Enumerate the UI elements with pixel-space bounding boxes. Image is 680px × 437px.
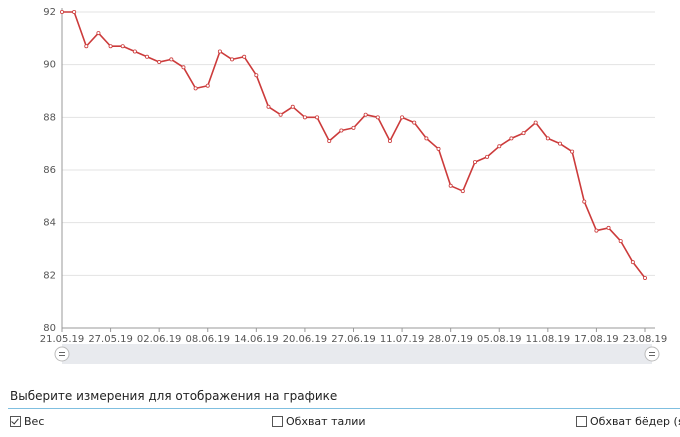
x-tick-label: 08.06.19 xyxy=(185,334,230,345)
x-tick-label: 20.06.19 xyxy=(283,334,328,345)
point xyxy=(424,136,429,141)
checkbox-option[interactable]: Обхват бёдер (ягод xyxy=(576,415,680,428)
checkbox[interactable] xyxy=(10,416,21,427)
point xyxy=(266,104,271,109)
point xyxy=(643,275,648,280)
point xyxy=(594,228,599,233)
x-tick-label: 14.06.19 xyxy=(234,334,279,345)
nav-handle[interactable] xyxy=(644,346,660,362)
point xyxy=(193,86,198,91)
point xyxy=(72,9,77,14)
y-tick-label: 84 xyxy=(43,218,56,229)
checkbox-option[interactable]: Обхват талии xyxy=(272,415,366,428)
checkbox-label: Обхват талии xyxy=(286,415,366,428)
navigator[interactable] xyxy=(62,344,652,364)
point xyxy=(375,115,380,120)
point xyxy=(327,139,332,144)
x-tick-label: 28.07.19 xyxy=(428,334,473,345)
point xyxy=(290,104,295,109)
point xyxy=(606,225,611,230)
x-tick-label: 11.08.19 xyxy=(526,334,571,345)
point xyxy=(60,9,65,14)
point xyxy=(521,131,526,136)
point xyxy=(545,136,550,141)
point xyxy=(84,44,89,49)
point xyxy=(278,112,283,117)
checkbox-label: Обхват бёдер (ягод xyxy=(590,415,680,428)
x-tick-label: 27.06.19 xyxy=(331,334,376,345)
point xyxy=(302,115,307,120)
y-tick-label: 92 xyxy=(43,7,56,18)
chart: 80 82 84 86 88 90 92 21.05.19 27.05.19 02.06.19 08… xyxy=(40,7,668,364)
point xyxy=(472,160,477,165)
point xyxy=(570,149,575,154)
point xyxy=(630,260,635,265)
point xyxy=(254,73,259,78)
checkbox-label: Вес xyxy=(24,415,45,428)
measurements-panel: Выберите измерения для отображения на гр… xyxy=(0,385,680,437)
y-tick-label: 88 xyxy=(43,112,56,123)
point xyxy=(108,44,113,49)
x-tick-label: 17.08.19 xyxy=(574,334,619,345)
x-tick-label: 27.05.19 xyxy=(88,334,133,345)
divider xyxy=(8,408,680,409)
point xyxy=(205,83,210,88)
point xyxy=(181,65,186,70)
point xyxy=(217,49,222,54)
y-tick-label: 82 xyxy=(43,270,56,281)
nav-handle[interactable] xyxy=(54,346,70,362)
point xyxy=(436,146,441,151)
line-series xyxy=(62,11,646,279)
point xyxy=(351,125,356,130)
point xyxy=(339,128,344,133)
checkbox-option[interactable]: Вес xyxy=(10,415,44,428)
point xyxy=(242,54,247,59)
point xyxy=(145,54,150,59)
point xyxy=(412,120,417,125)
point xyxy=(533,120,538,125)
checkbox[interactable] xyxy=(272,416,283,427)
point xyxy=(169,57,174,62)
y-tick-label: 90 xyxy=(43,60,56,71)
point xyxy=(400,115,405,120)
point xyxy=(509,136,514,141)
point xyxy=(363,112,368,117)
point xyxy=(157,60,162,65)
x-tick-label: 23.08.19 xyxy=(623,334,668,345)
point xyxy=(132,49,137,54)
point xyxy=(497,144,502,149)
y-tick-label: 80 xyxy=(43,323,56,334)
point xyxy=(582,199,587,204)
point xyxy=(485,154,490,159)
point xyxy=(557,141,562,146)
panel-title: Выберите измерения для отображения на гр… xyxy=(10,389,338,403)
point xyxy=(387,139,392,144)
point xyxy=(230,57,235,62)
x-tick-label: 05.08.19 xyxy=(477,334,522,345)
point xyxy=(315,115,320,120)
point xyxy=(618,239,623,244)
point xyxy=(96,31,101,36)
checkbox[interactable] xyxy=(576,416,587,427)
x-tick-label: 11.07.19 xyxy=(380,334,425,345)
y-tick-label: 86 xyxy=(43,165,56,176)
point xyxy=(120,44,125,49)
x-tick-label: 21.05.19 xyxy=(40,334,85,345)
x-tick-label: 02.06.19 xyxy=(137,334,182,345)
point xyxy=(448,183,453,188)
point xyxy=(460,189,465,194)
